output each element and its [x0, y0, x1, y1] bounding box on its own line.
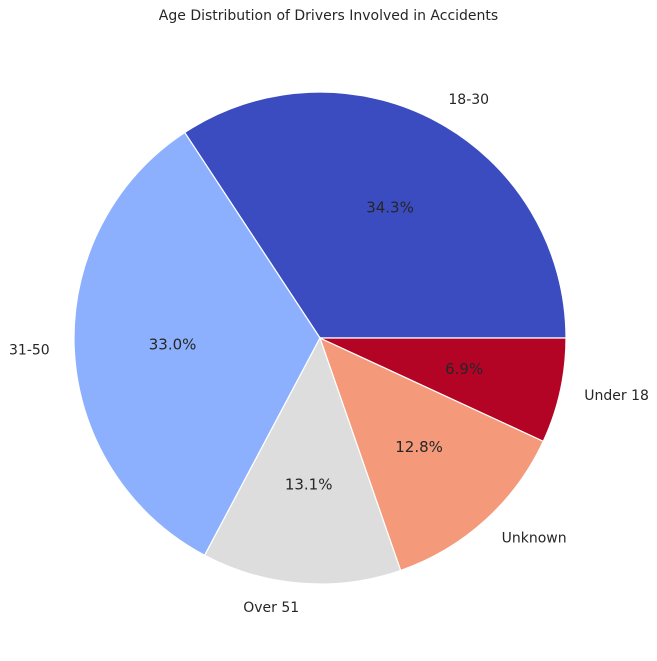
slice-pct-unknown: 12.8%	[395, 438, 443, 456]
slice-label-18-30: 18-30	[448, 92, 489, 108]
pie-slice-unknown	[318, 336, 545, 572]
pie-slice-31-50	[73, 131, 321, 557]
slice-label-over-51: Over 51	[243, 600, 299, 616]
slice-pct-over-51: 13.1%	[285, 476, 333, 494]
slice-pct-18-30: 34.3%	[366, 199, 414, 217]
pie-slice-over-51	[203, 336, 402, 585]
slice-pct-under-18: 6.9%	[445, 360, 483, 378]
slice-label-unknown: Unknown	[502, 531, 567, 547]
pie-slice-under-18	[319, 337, 567, 443]
slice-label-31-50: 31-50	[9, 343, 50, 359]
chart-title: Age Distribution of Drivers Involved in …	[158, 8, 499, 24]
slice-label-under-18: Under 18	[584, 388, 649, 404]
slice-pct-31-50: 33.0%	[149, 335, 197, 353]
